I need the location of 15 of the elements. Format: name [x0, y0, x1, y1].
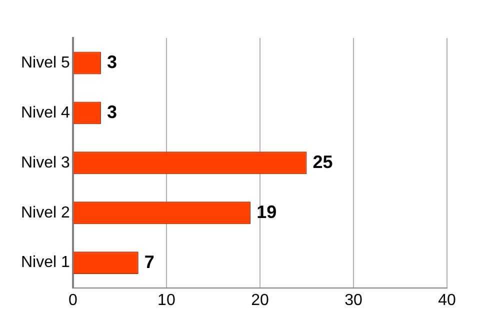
y-tick-label: Nivel 3	[21, 154, 70, 172]
y-tick-label: Nivel 2	[21, 204, 70, 222]
x-tick-label: 30	[344, 292, 362, 309]
x-tick-label: 40	[438, 292, 456, 309]
x-tick-label: 20	[251, 292, 269, 309]
data-label: 25	[312, 152, 333, 172]
x-tick-label: 10	[158, 292, 176, 309]
data-label: 19	[256, 202, 277, 222]
y-tick-label: Nivel 4	[21, 104, 70, 122]
y-tick-label: Nivel 5	[21, 54, 70, 72]
x-tick-label: 0	[68, 292, 78, 309]
data-label: 7	[144, 252, 154, 272]
data-label: 3	[106, 52, 117, 72]
data-label: 3	[106, 102, 117, 122]
y-tick-label: Nivel 1	[21, 254, 70, 272]
